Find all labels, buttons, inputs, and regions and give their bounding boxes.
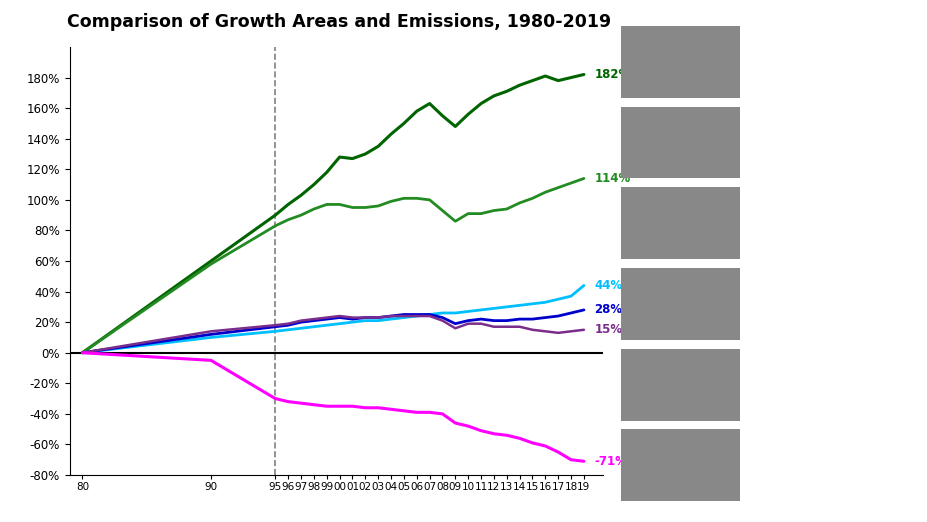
Text: Comparison of Growth Areas and Emissions, 1980-2019: Comparison of Growth Areas and Emissions… xyxy=(67,13,610,31)
Text: Population: Population xyxy=(753,218,819,228)
FancyBboxPatch shape xyxy=(621,430,739,502)
Text: Aggregate Emissions: Aggregate Emissions xyxy=(753,450,883,460)
Text: 114%: 114% xyxy=(593,172,629,185)
Text: 28%: 28% xyxy=(593,303,622,316)
FancyBboxPatch shape xyxy=(621,268,739,340)
Text: Energy Consumption: Energy Consumption xyxy=(753,299,882,309)
FancyBboxPatch shape xyxy=(621,187,739,259)
FancyBboxPatch shape xyxy=(621,349,739,421)
Text: Vehicles Miles Traveled: Vehicles Miles Traveled xyxy=(753,137,898,148)
FancyBboxPatch shape xyxy=(621,26,739,98)
Text: 44%: 44% xyxy=(593,279,622,292)
Text: (Six Common Pollutants): (Six Common Pollutants) xyxy=(753,476,908,486)
Text: 182%: 182% xyxy=(593,68,629,81)
FancyBboxPatch shape xyxy=(621,106,739,179)
Text: Gross Domestic Product: Gross Domestic Product xyxy=(753,57,903,67)
Text: 15%: 15% xyxy=(593,323,622,336)
Text: CO₂ Emissions: CO₂ Emissions xyxy=(753,379,841,390)
Text: -71%: -71% xyxy=(593,455,627,468)
